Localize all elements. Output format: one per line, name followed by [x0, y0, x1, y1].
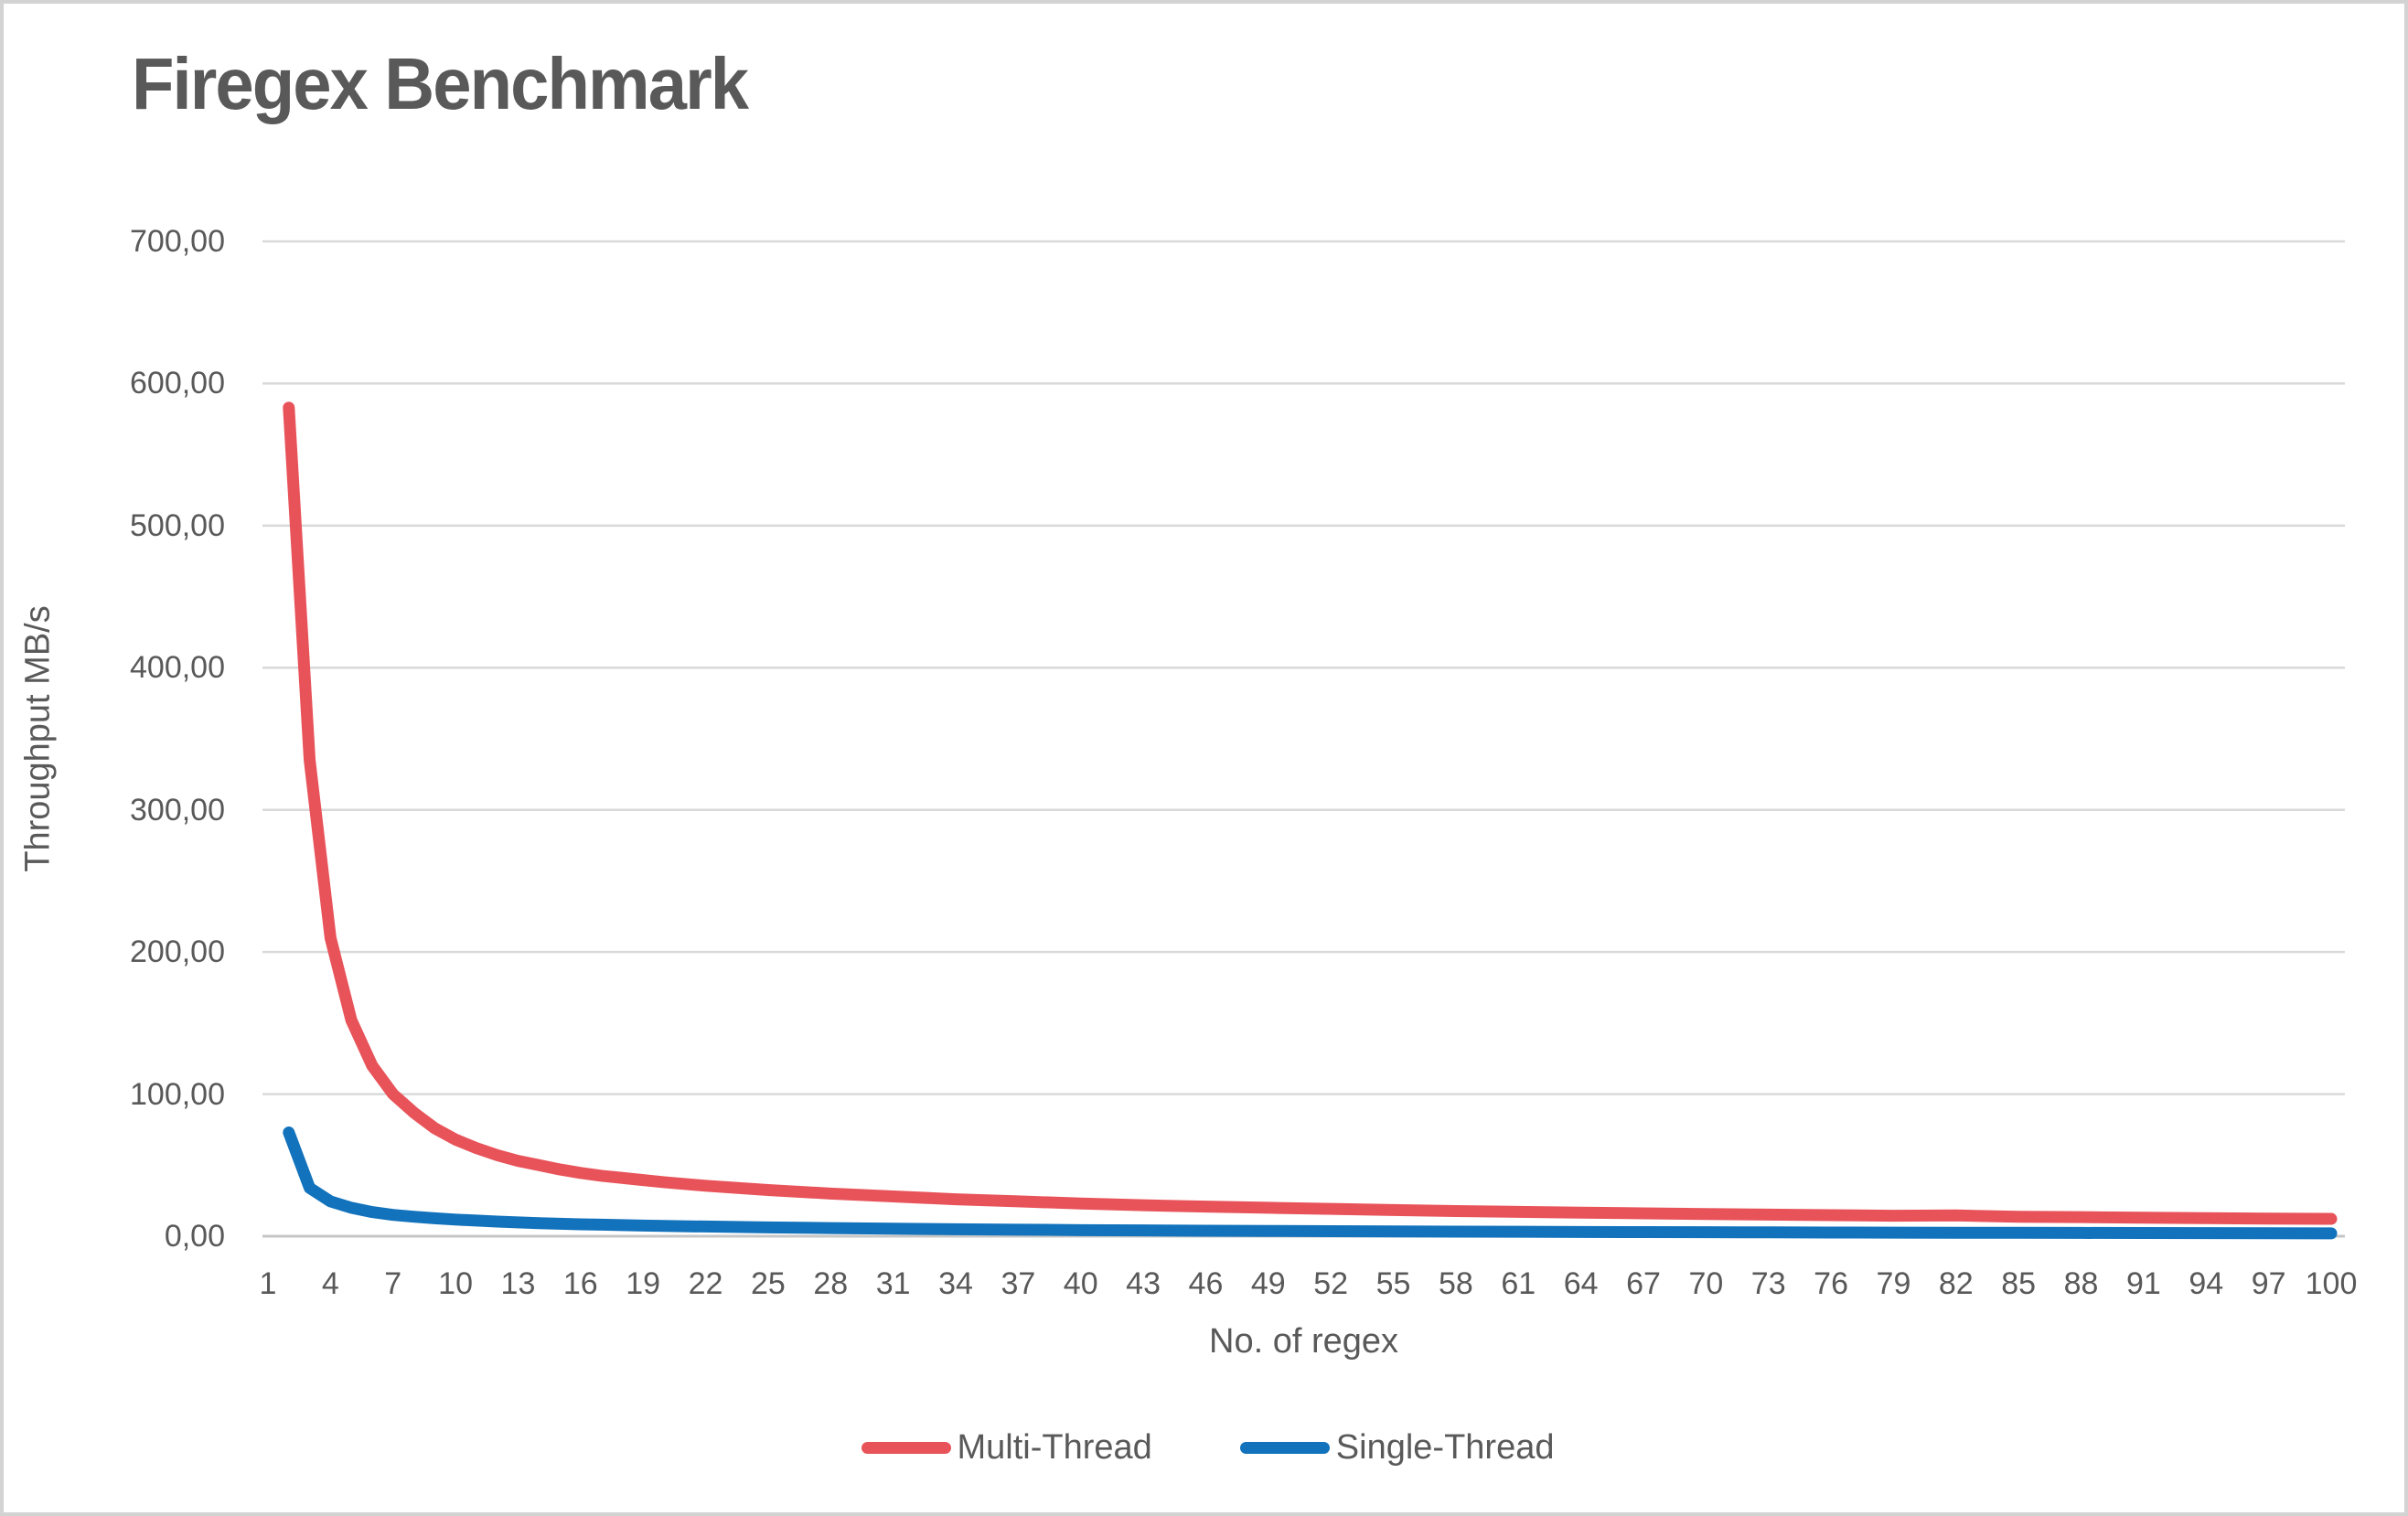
x-tick-label: 37 [1001, 1266, 1036, 1301]
y-tick-label: 300,00 [130, 792, 225, 827]
legend-label-multi-thread: Multi-Thread [957, 1428, 1152, 1467]
y-tick-label: 400,00 [130, 650, 225, 686]
legend-swatch-multi-thread [861, 1442, 951, 1454]
y-tick-label: 0,00 [164, 1219, 225, 1254]
x-tick-label: 7 [384, 1266, 402, 1301]
x-tick-label: 22 [688, 1266, 723, 1301]
series-line-single-thread [283, 1126, 2338, 1240]
plot-area [262, 240, 2345, 1240]
y-axis-title: Throughput MB/s [18, 605, 58, 872]
x-tick-label: 55 [1375, 1266, 1411, 1301]
x-tick-label: 79 [1876, 1266, 1911, 1301]
x-tick-label: 4 [321, 1266, 339, 1301]
x-tick-label: 88 [2063, 1266, 2099, 1301]
x-tick-label: 82 [1938, 1266, 1974, 1301]
x-tick-label: 67 [1626, 1266, 1661, 1301]
x-tick-label: 100 [2305, 1266, 2358, 1301]
y-tick-label: 600,00 [130, 366, 225, 401]
x-tick-label: 10 [438, 1266, 473, 1301]
x-axis-title: No. of regex [1209, 1322, 1398, 1361]
legend-item-multi-thread: Multi-Thread [861, 1428, 1152, 1468]
x-tick-label: 97 [2251, 1266, 2286, 1301]
x-tick-label: 19 [626, 1266, 661, 1301]
legend-item-single-thread: Single-Thread [1239, 1428, 1555, 1468]
y-tick-label: 100,00 [130, 1076, 225, 1112]
x-tick-label: 31 [875, 1266, 911, 1301]
x-tick-label: 64 [1563, 1266, 1599, 1301]
y-tick-label: 500,00 [130, 507, 225, 543]
x-tick-label: 70 [1688, 1266, 1724, 1301]
chart-title: Firegex Benchmark [132, 43, 749, 124]
x-tick-label: 1 [259, 1266, 277, 1301]
x-tick-label: 85 [2001, 1266, 2037, 1301]
x-tick-label: 49 [1250, 1266, 1286, 1301]
x-tick-label: 34 [938, 1266, 973, 1301]
x-tick-label: 61 [1501, 1266, 1536, 1301]
x-tick-label: 43 [1126, 1266, 1161, 1301]
y-tick-label: 700,00 [130, 224, 225, 259]
x-tick-label: 25 [750, 1266, 786, 1301]
x-tick-label: 13 [500, 1266, 536, 1301]
series-line-multi-thread [283, 401, 2338, 1225]
legend: Multi-Thread Single-Thread [4, 1428, 2404, 1468]
x-tick-label: 91 [2125, 1266, 2161, 1301]
y-tick-label: 200,00 [130, 934, 225, 970]
x-tick-label: 46 [1188, 1266, 1224, 1301]
x-tick-label: 58 [1438, 1266, 1473, 1301]
x-tick-label: 94 [2189, 1266, 2224, 1301]
x-tick-label: 40 [1063, 1266, 1098, 1301]
x-tick-label: 52 [1313, 1266, 1349, 1301]
legend-swatch-single-thread [1239, 1442, 1330, 1454]
x-tick-label: 16 [562, 1266, 598, 1301]
x-tick-label: 73 [1750, 1266, 1786, 1301]
x-tick-label: 76 [1814, 1266, 1848, 1301]
x-tick-label: 28 [813, 1266, 849, 1301]
legend-label-single-thread: Single-Thread [1335, 1428, 1555, 1467]
